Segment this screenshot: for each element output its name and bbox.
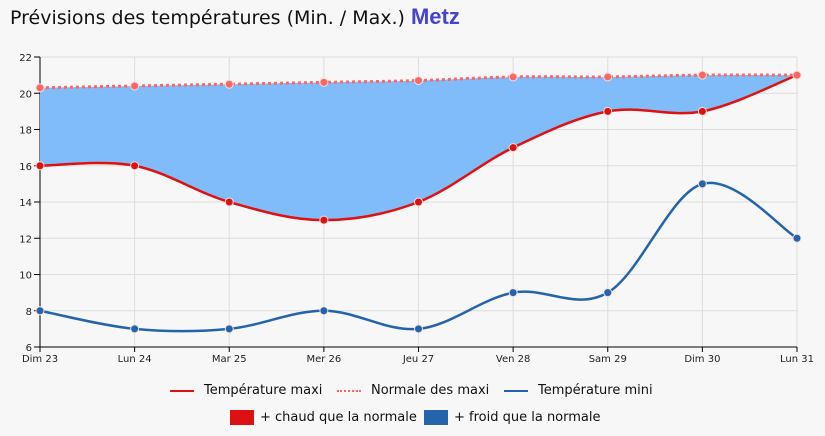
y-tick-label: 14: [19, 198, 32, 209]
legend-mini: Température mini: [504, 383, 653, 398]
plot-area: 6 8 10 12 14 16 18 20 22 Dim 23 Lun 24 Mar 25 Mer 26…: [19, 53, 814, 365]
x-tick-label: Mer 26: [306, 354, 341, 365]
x-tick-label: Dim 30: [684, 354, 720, 365]
data-point: [508, 288, 518, 298]
x-tick-label: Ven 28: [496, 354, 530, 365]
y-tick-label: 6: [26, 343, 32, 354]
legend-normal: Normale des maxi: [337, 383, 489, 398]
x-tick-label: Mar 25: [212, 354, 247, 365]
data-point: [697, 179, 707, 189]
legend-warm: + chaud que la normale: [230, 410, 417, 425]
data-point: [414, 76, 423, 86]
data-point: [130, 81, 140, 91]
data-point: [508, 143, 518, 153]
data-point: [603, 106, 613, 116]
legend-label: + chaud que la normale: [260, 410, 417, 425]
data-point: [224, 197, 234, 207]
data-point: [319, 77, 329, 87]
y-tick-label: 18: [19, 126, 32, 137]
y-tick-label: 20: [19, 89, 32, 100]
data-point: [130, 324, 140, 334]
legend-label: Température maxi: [204, 383, 323, 398]
data-point: [130, 161, 140, 171]
series-line-2: [39, 181, 798, 333]
data-point: [414, 197, 423, 207]
data-point: [224, 79, 234, 89]
data-point: [224, 324, 234, 334]
y-tick-label: 12: [19, 234, 32, 245]
legend-cold: + froid que la normale: [424, 410, 601, 425]
legend-cold-swatch: [424, 410, 448, 425]
data-point: [603, 288, 613, 298]
x-tick-label: Lun 31: [780, 354, 814, 365]
title-text: Prévisions des températures (Min. / Max.…: [10, 7, 405, 29]
legend-normal-line: [337, 389, 361, 392]
data-point: [603, 72, 613, 82]
y-tick-label: 16: [19, 162, 32, 173]
y-tick-label: 22: [19, 53, 32, 64]
x-tick-label: Sam 29: [589, 354, 627, 365]
x-tick-label: Lun 24: [118, 354, 152, 365]
data-point: [319, 215, 329, 225]
data-point: [319, 306, 329, 316]
legend-maxi: Température maxi: [170, 383, 322, 398]
data-point: [697, 70, 707, 80]
legend-maxi-line: [170, 389, 194, 392]
data-point: [35, 83, 45, 93]
chart-title: Prévisions des températures (Min. / Max.…: [10, 4, 460, 30]
data-point: [792, 233, 802, 243]
data-point: [35, 306, 45, 316]
x-tick-label: Dim 23: [22, 354, 58, 365]
data-point: [414, 324, 423, 334]
data-point: [697, 106, 707, 116]
legend-warm-swatch: [230, 410, 254, 425]
legend-label: Température mini: [538, 383, 653, 398]
legend-mini-line: [504, 389, 528, 392]
data-point: [508, 72, 518, 82]
data-point: [792, 70, 802, 80]
y-tick-label: 8: [26, 307, 32, 318]
city-name: Metz: [410, 4, 460, 29]
legend-label: + froid que la normale: [454, 410, 601, 425]
x-tick-label: Jeu 27: [402, 354, 434, 365]
y-tick-label: 10: [19, 271, 32, 282]
legend-label: Normale des maxi: [371, 383, 490, 398]
data-point: [35, 161, 45, 171]
